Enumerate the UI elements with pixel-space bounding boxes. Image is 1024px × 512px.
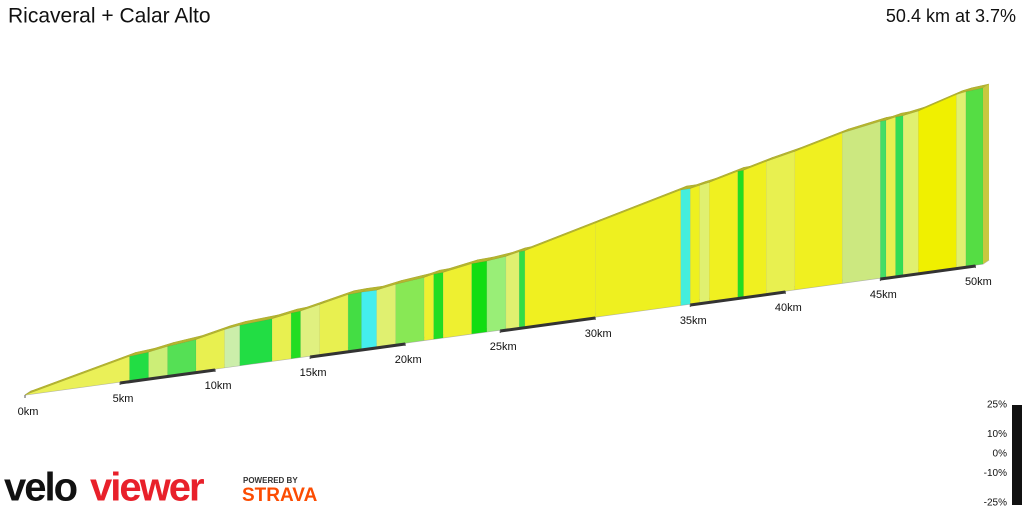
gradient-legend: 25% 10% 0% -10% -25% xyxy=(984,400,1022,509)
x-tick-label: 50km xyxy=(965,276,992,288)
segment xyxy=(395,277,425,345)
segment xyxy=(376,284,396,348)
x-tick-label: 20km xyxy=(395,354,422,366)
segment xyxy=(594,189,682,318)
x-tick-label: 30km xyxy=(585,328,612,340)
chart-title: Ricaveral + Calar Alto xyxy=(8,5,211,28)
x-tick-label: 5km xyxy=(113,393,134,405)
gradient-tick-label: 10% xyxy=(987,429,1007,440)
segment xyxy=(709,170,739,302)
segment xyxy=(300,304,320,358)
logo-viewer: viewer xyxy=(90,466,204,510)
segment xyxy=(737,170,744,298)
segment xyxy=(699,182,710,304)
segment xyxy=(433,272,444,340)
segment xyxy=(290,310,301,359)
x-tick-label: 10km xyxy=(205,380,232,392)
distance-band xyxy=(690,290,786,307)
distance-band xyxy=(309,342,406,359)
segment xyxy=(524,222,596,327)
segment xyxy=(486,256,507,333)
profile: 0km 5km 10km 15km 20km 25km 30km 35km 40km 45km 50… xyxy=(18,83,992,418)
segment xyxy=(442,263,472,339)
gradient-bar xyxy=(1012,405,1022,505)
x-tick-label: 15km xyxy=(300,367,327,379)
gradient-tick-label: -10% xyxy=(984,468,1007,479)
distance-band xyxy=(499,316,596,333)
segment xyxy=(895,115,904,277)
distance-band xyxy=(119,368,216,385)
chart-subtitle: 50.4 km at 3.7% xyxy=(886,6,1016,26)
segment xyxy=(129,351,149,381)
x-tick-label: 40km xyxy=(775,302,802,314)
segment xyxy=(885,116,896,278)
segment xyxy=(880,120,887,279)
segment xyxy=(743,161,767,298)
x-tick-label: 35km xyxy=(680,315,707,327)
segment xyxy=(224,325,241,368)
segment xyxy=(423,273,434,341)
segment xyxy=(956,91,967,268)
segment xyxy=(505,251,520,330)
segment xyxy=(24,356,130,396)
segment xyxy=(361,289,377,350)
logo-velo: velo xyxy=(4,466,77,510)
strava-logo: STRAVA xyxy=(242,485,318,506)
x-tick-label: 25km xyxy=(490,341,517,353)
segment xyxy=(842,121,881,284)
x-tick-label: 0km xyxy=(18,406,39,418)
gradient-tick-label: -25% xyxy=(984,498,1007,509)
segment xyxy=(690,185,701,305)
gradient-tick-label: 0% xyxy=(993,449,1008,460)
segment xyxy=(319,294,349,355)
segment xyxy=(902,110,919,276)
powered-by: POWERED BY xyxy=(243,476,298,485)
distance-band xyxy=(880,264,976,281)
x-tick-label: 45km xyxy=(870,289,897,301)
end-face xyxy=(983,84,989,264)
segment xyxy=(918,94,957,274)
gradient-tick-label: 25% xyxy=(987,400,1007,411)
segment xyxy=(347,291,362,352)
segment xyxy=(271,312,292,362)
segment xyxy=(965,87,984,267)
segment xyxy=(766,151,796,294)
segment xyxy=(239,318,273,366)
segment xyxy=(148,346,168,379)
segment xyxy=(471,260,488,335)
segment xyxy=(794,132,843,291)
segment xyxy=(518,250,526,328)
segment xyxy=(680,188,691,306)
